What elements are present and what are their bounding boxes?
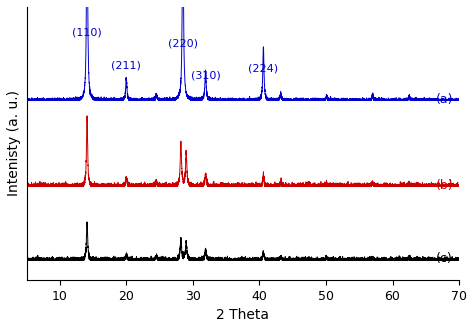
- Text: (310): (310): [191, 71, 220, 81]
- Text: (a): (a): [436, 93, 453, 106]
- Text: (b): (b): [436, 179, 454, 192]
- X-axis label: 2 Theta: 2 Theta: [216, 308, 269, 322]
- Text: (211): (211): [111, 61, 141, 71]
- Text: (220): (220): [168, 39, 198, 49]
- Text: (110): (110): [72, 28, 102, 38]
- Text: (c): (c): [436, 252, 453, 266]
- Text: (224): (224): [248, 63, 278, 73]
- Y-axis label: Intenisty (a. u.): Intenisty (a. u.): [7, 90, 21, 196]
